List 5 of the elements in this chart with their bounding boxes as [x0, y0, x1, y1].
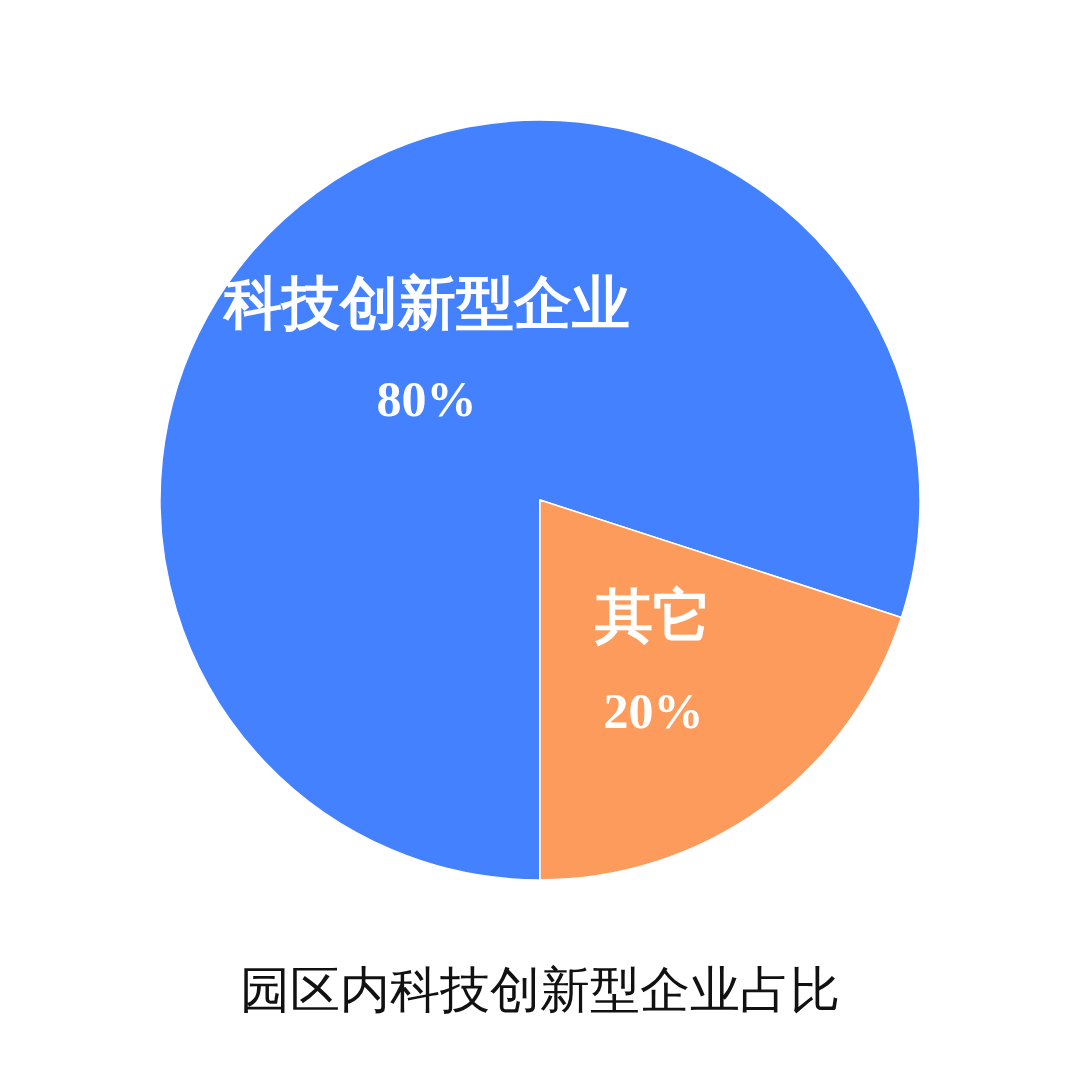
slice-label: 其它	[594, 583, 712, 649]
slice-label: 科技创新型企业	[221, 271, 630, 337]
data-label: 80%	[376, 370, 477, 427]
data-label: 20%	[603, 683, 704, 740]
text: 园区内科技创新型企业占比	[240, 962, 840, 1018]
